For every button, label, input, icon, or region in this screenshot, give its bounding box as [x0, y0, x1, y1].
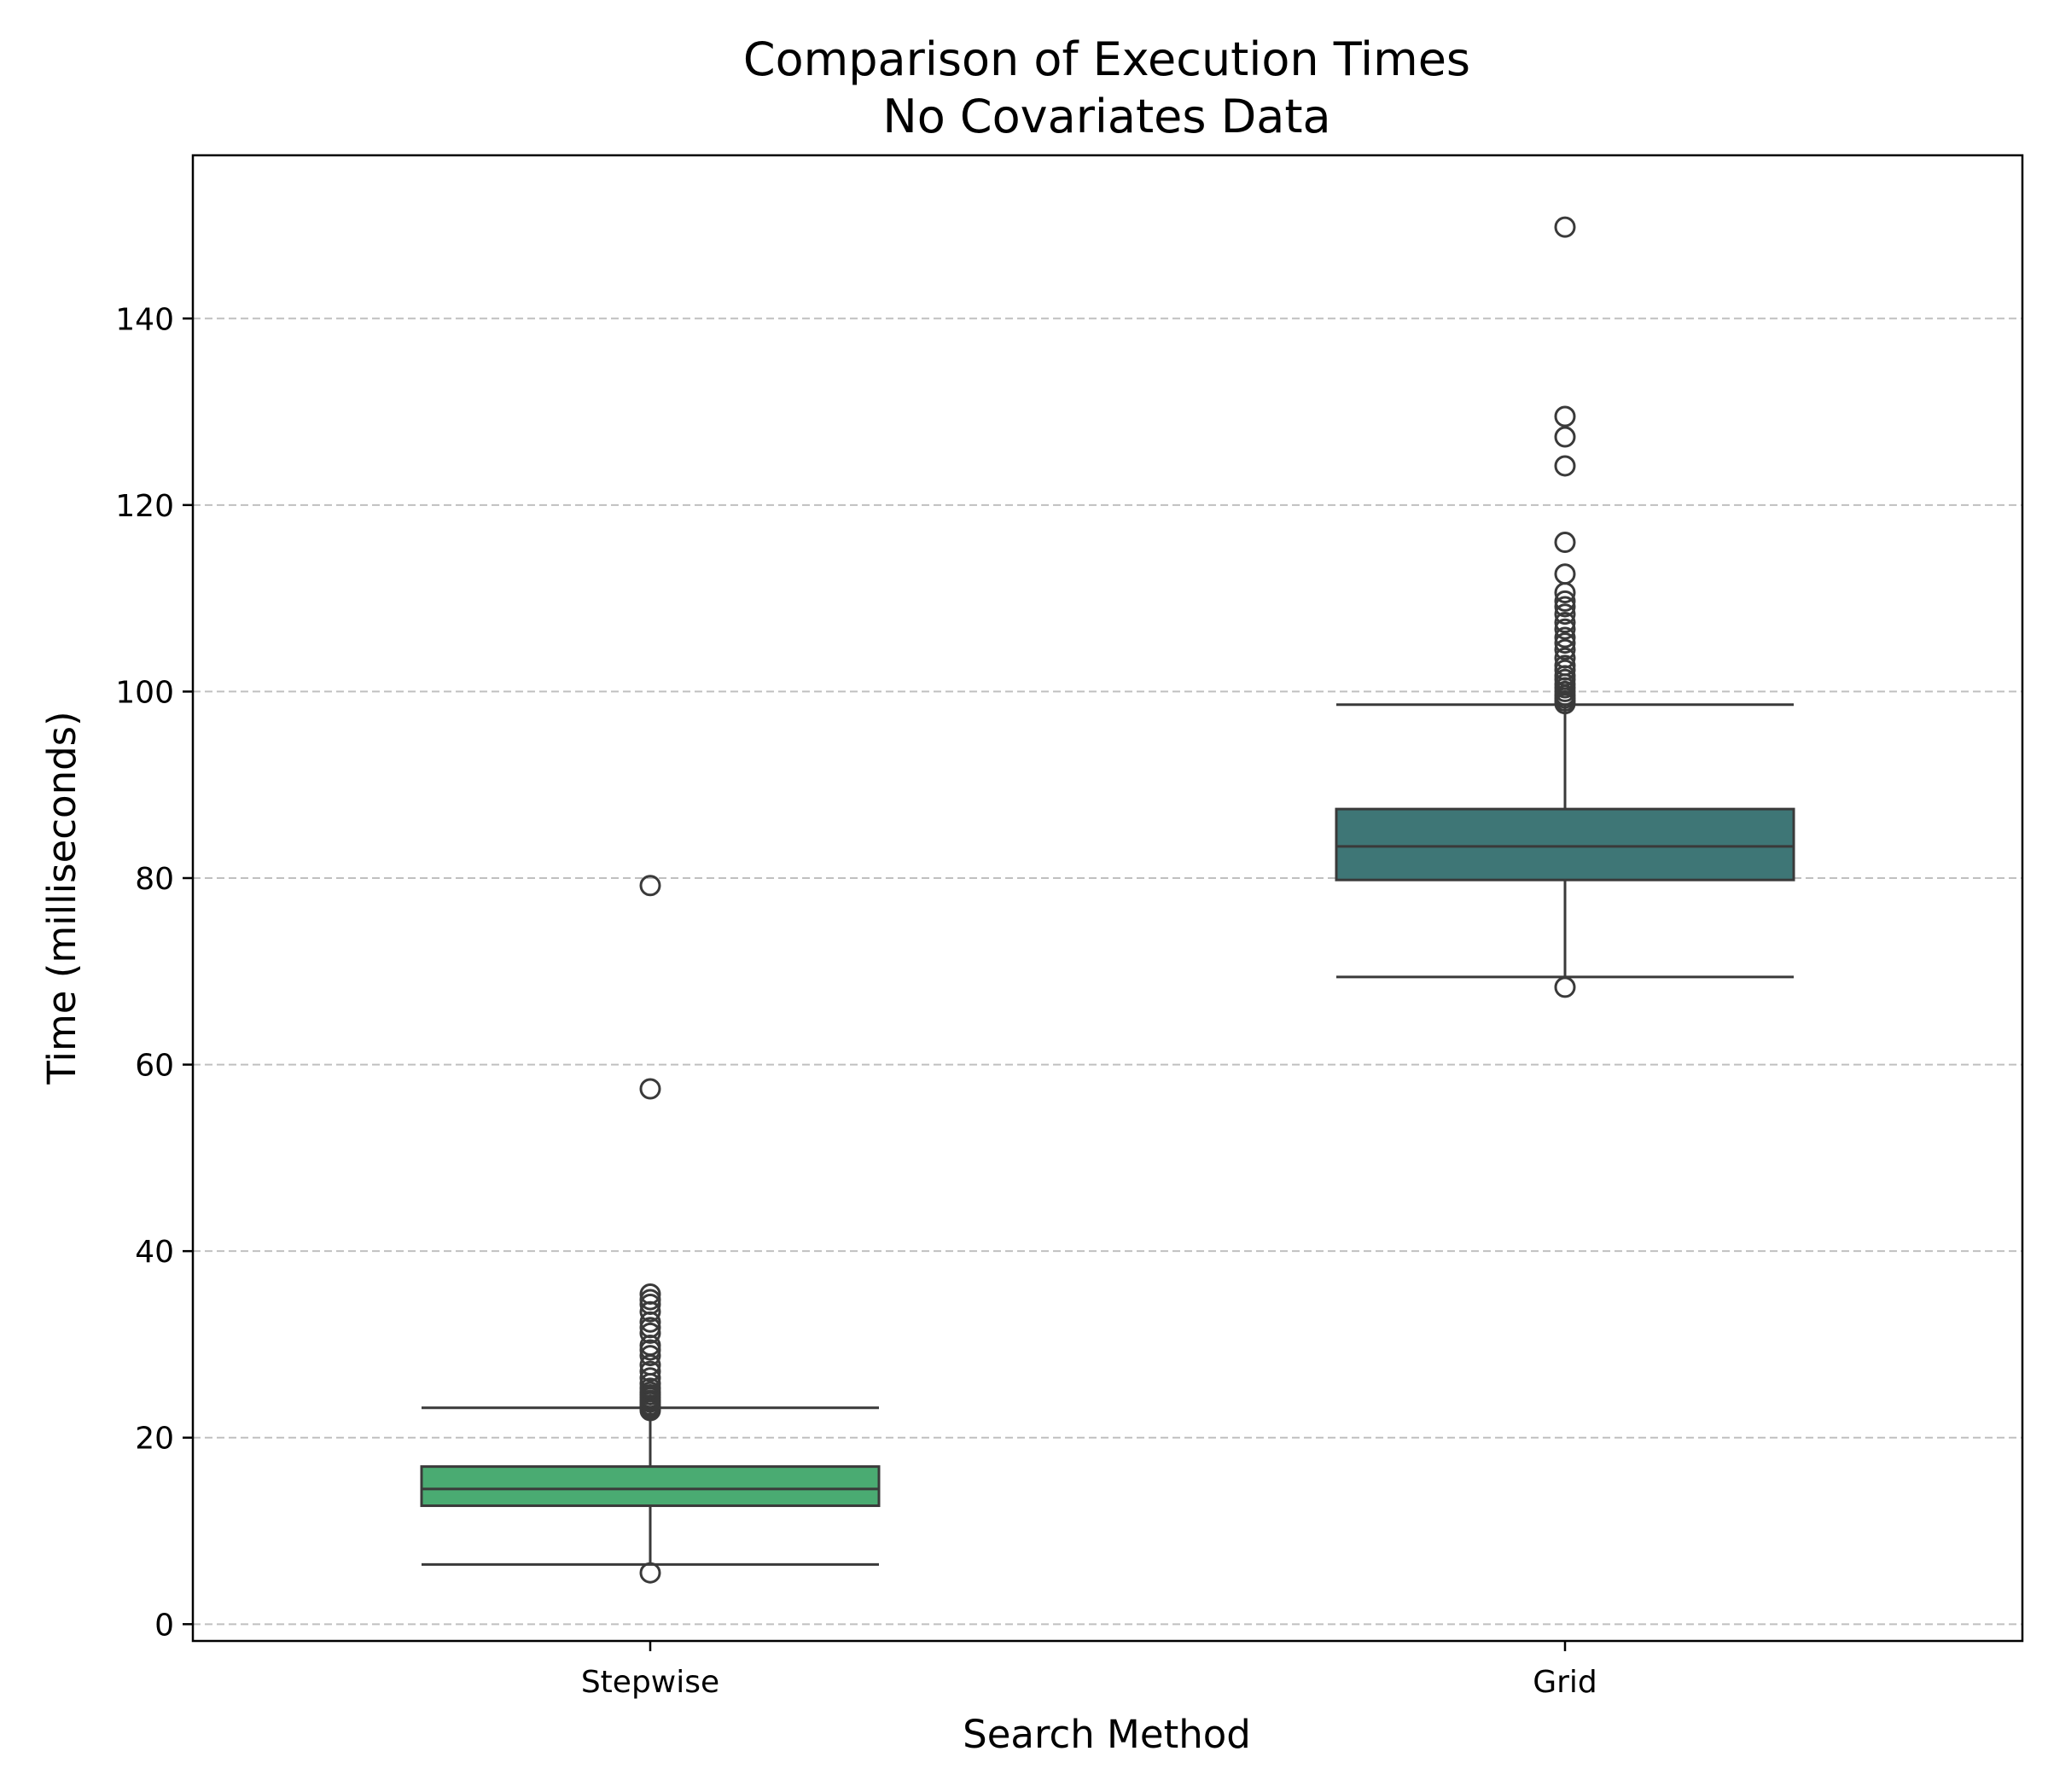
box-group-grid	[1335, 216, 1795, 998]
outlier-point	[1554, 638, 1576, 660]
outlier-point	[639, 1562, 661, 1584]
outlier-point	[639, 1345, 661, 1367]
chart-title-line-1: Comparison of Execution Times	[743, 32, 1470, 86]
outlier-point	[1554, 590, 1576, 612]
outlier-point	[1554, 603, 1576, 625]
outlier-point	[1554, 647, 1576, 669]
outlier-point	[639, 1360, 661, 1382]
y-tick-label: 80	[135, 862, 174, 897]
y-axis-label: Time (milliseconds)	[39, 711, 84, 1085]
y-tick-label: 60	[135, 1049, 174, 1084]
outlier-point	[1554, 655, 1576, 677]
outlier-point	[1554, 426, 1576, 448]
outlier-point	[639, 1317, 661, 1339]
outlier-point	[1554, 596, 1576, 618]
iqr-box	[1335, 807, 1795, 881]
x-tick-label: Grid	[1533, 1665, 1597, 1700]
outlier-point	[1554, 455, 1576, 477]
box-group-stepwise	[420, 875, 881, 1584]
y-tick-label: 100	[115, 675, 174, 710]
outlier-point	[639, 875, 661, 897]
outlier-point	[1554, 563, 1576, 585]
outlier-point	[1554, 532, 1576, 554]
y-tick-label: 120	[115, 489, 174, 524]
boxes	[420, 216, 1795, 1584]
outlier-point	[1554, 405, 1576, 428]
y-tick-label: 20	[135, 1422, 174, 1457]
outlier-point	[639, 1078, 661, 1100]
outlier-point	[1554, 976, 1576, 998]
outlier-point	[639, 1367, 661, 1389]
y-axis-ticks: 0 20 40 60 80 100 120 140	[115, 302, 193, 1643]
outlier-point	[1554, 612, 1576, 634]
outlier-point	[639, 1283, 661, 1305]
y-tick-label: 140	[115, 302, 174, 337]
outlier-point	[1554, 216, 1576, 238]
iqr-box	[420, 1465, 881, 1508]
chart-title-line-2: No Covariates Data	[882, 90, 1330, 143]
gridlines	[193, 317, 2022, 1626]
y-tick-label: 40	[135, 1235, 174, 1270]
outlier-point	[639, 1322, 661, 1344]
outlier-point	[639, 1289, 661, 1311]
x-axis-label: Search Method	[963, 1712, 1251, 1757]
plot-area-frame	[191, 154, 2024, 1643]
x-axis-ticks: Stepwise Grid	[581, 1641, 1597, 1700]
x-tick-label: Stepwise	[581, 1665, 719, 1700]
outlier-point	[1554, 626, 1576, 649]
y-tick-label: 0	[154, 1608, 174, 1643]
outlier-point	[1554, 618, 1576, 640]
outlier-point	[1554, 632, 1576, 655]
